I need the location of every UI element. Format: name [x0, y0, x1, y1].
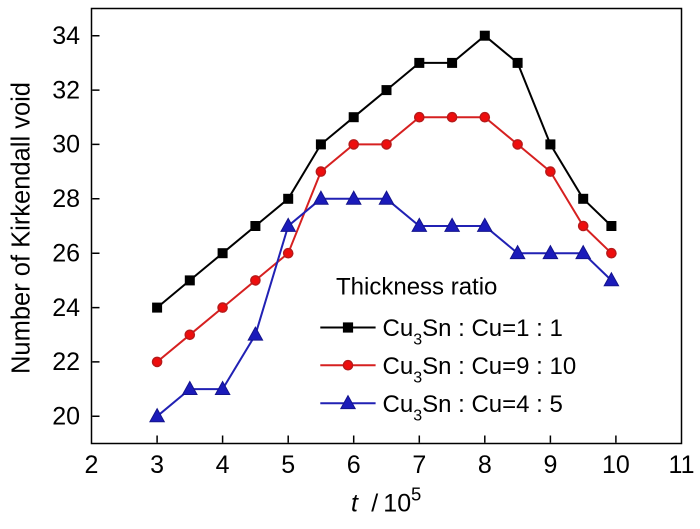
svg-text:22: 22: [52, 348, 80, 376]
svg-text:7: 7: [412, 451, 426, 479]
svg-text:10: 10: [383, 490, 411, 518]
svg-text:Thickness ratio: Thickness ratio: [336, 274, 497, 301]
svg-text:/: /: [371, 490, 378, 518]
svg-text:3: 3: [150, 451, 164, 479]
svg-text:24: 24: [52, 294, 80, 322]
svg-text:9: 9: [543, 451, 557, 479]
svg-text:5: 5: [411, 484, 421, 505]
svg-text:Number of Kirkendall void: Number of Kirkendall void: [8, 82, 36, 374]
svg-text:2: 2: [85, 451, 99, 479]
svg-text:20: 20: [52, 403, 80, 431]
svg-text:10: 10: [602, 451, 630, 479]
svg-text:28: 28: [52, 185, 80, 213]
svg-text:t: t: [351, 490, 359, 518]
svg-text:4: 4: [216, 451, 230, 479]
svg-text:5: 5: [281, 451, 295, 479]
svg-text:30: 30: [52, 131, 80, 159]
svg-text:11: 11: [669, 451, 695, 479]
svg-text:6: 6: [347, 451, 361, 479]
svg-text:34: 34: [52, 22, 80, 50]
svg-text:26: 26: [52, 240, 80, 268]
svg-text:8: 8: [478, 451, 492, 479]
svg-text:32: 32: [52, 76, 80, 104]
